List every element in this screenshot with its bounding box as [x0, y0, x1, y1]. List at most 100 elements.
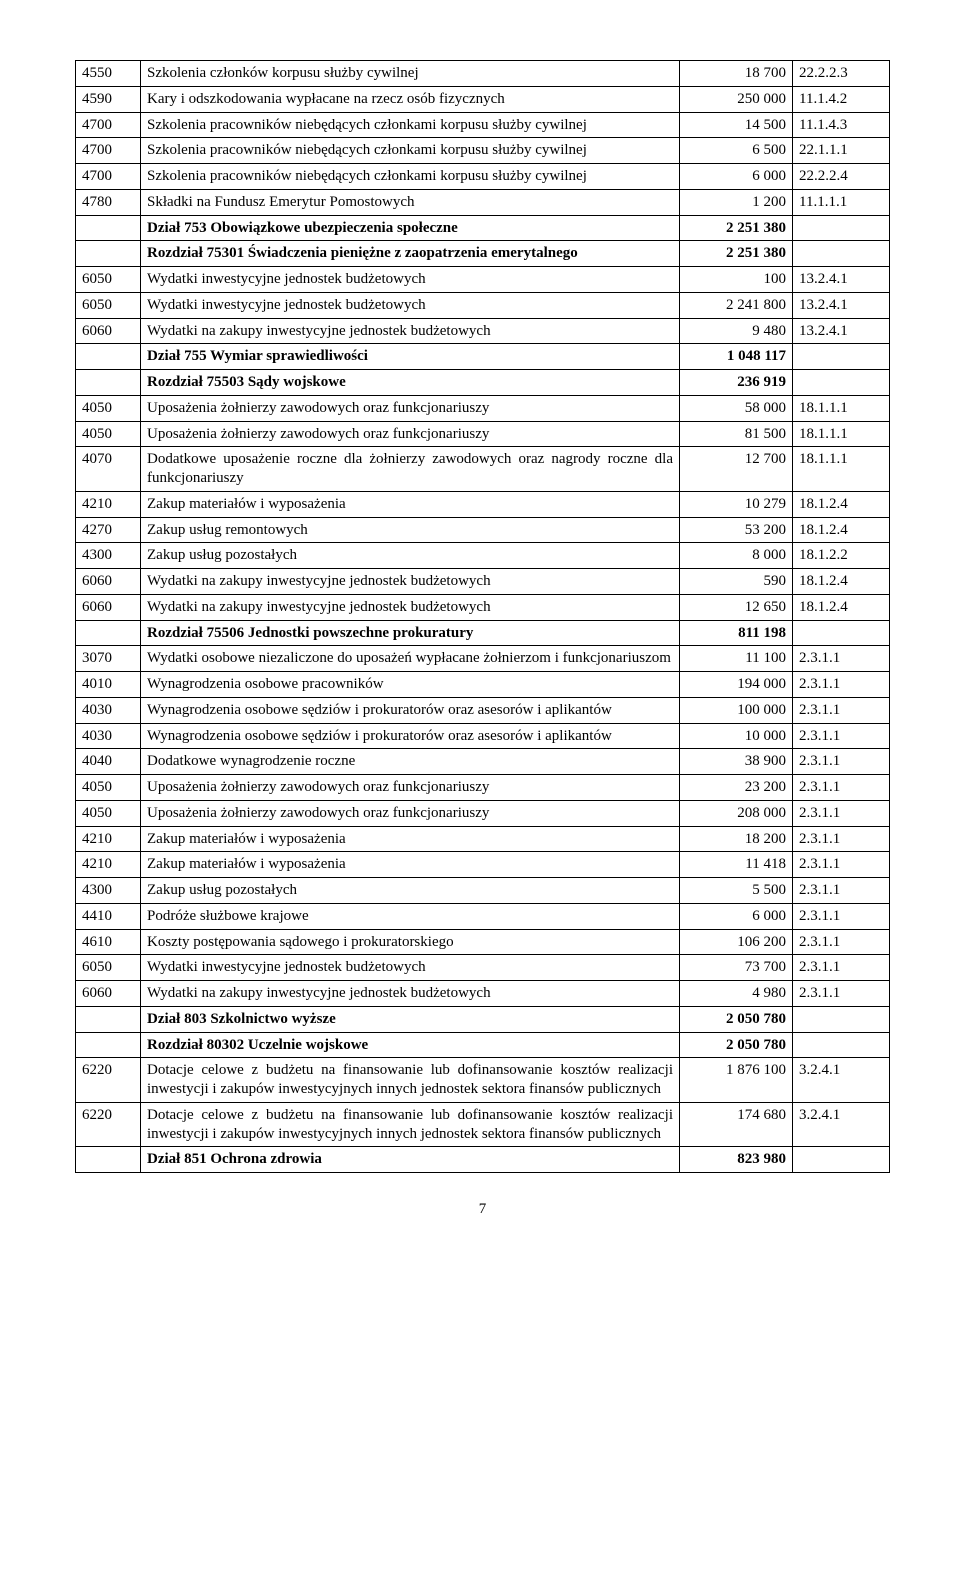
cell-value: 6 000 — [680, 903, 793, 929]
cell-code: 4010 — [76, 672, 141, 698]
cell-reference: 13.2.4.1 — [793, 292, 890, 318]
cell-code: 4030 — [76, 697, 141, 723]
cell-code: 6050 — [76, 292, 141, 318]
cell-description: Wydatki na zakupy inwestycyjne jednostek… — [141, 569, 680, 595]
cell-value: 14 500 — [680, 112, 793, 138]
table-row: 4270Zakup usług remontowych53 20018.1.2.… — [76, 517, 890, 543]
cell-reference — [793, 620, 890, 646]
cell-code: 4050 — [76, 421, 141, 447]
table-row: Rozdział 80302 Uczelnie wojskowe2 050 78… — [76, 1032, 890, 1058]
cell-value: 236 919 — [680, 370, 793, 396]
cell-code: 4050 — [76, 800, 141, 826]
cell-description: Szkolenia pracowników niebędących członk… — [141, 112, 680, 138]
table-row: 4590Kary i odszkodowania wypłacane na rz… — [76, 86, 890, 112]
cell-reference: 2.3.1.1 — [793, 929, 890, 955]
cell-reference: 2.3.1.1 — [793, 981, 890, 1007]
cell-reference: 2.3.1.1 — [793, 646, 890, 672]
cell-reference: 11.1.4.2 — [793, 86, 890, 112]
cell-value: 1 048 117 — [680, 344, 793, 370]
cell-code — [76, 344, 141, 370]
cell-code: 4550 — [76, 61, 141, 87]
cell-reference: 18.1.2.4 — [793, 491, 890, 517]
cell-code: 4210 — [76, 826, 141, 852]
table-row: 4040Dodatkowe wynagrodzenie roczne38 900… — [76, 749, 890, 775]
table-row: 4050Uposażenia żołnierzy zawodowych oraz… — [76, 421, 890, 447]
cell-reference — [793, 370, 890, 396]
cell-description: Wynagrodzenia osobowe sędziów i prokurat… — [141, 723, 680, 749]
table-row: 4610Koszty postępowania sądowego i proku… — [76, 929, 890, 955]
cell-description: Dział 753 Obowiązkowe ubezpieczenia społ… — [141, 215, 680, 241]
cell-value: 11 418 — [680, 852, 793, 878]
cell-value: 208 000 — [680, 800, 793, 826]
table-row: 6060Wydatki na zakupy inwestycyjne jedno… — [76, 981, 890, 1007]
cell-description: Rozdział 75301 Świadczenia pieniężne z z… — [141, 241, 680, 267]
table-row: 6050Wydatki inwestycyjne jednostek budże… — [76, 955, 890, 981]
table-row: 4010Wynagrodzenia osobowe pracowników194… — [76, 672, 890, 698]
cell-description: Zakup materiałów i wyposażenia — [141, 852, 680, 878]
cell-description: Zakup materiałów i wyposażenia — [141, 491, 680, 517]
cell-reference — [793, 1006, 890, 1032]
table-row: 4050Uposażenia żołnierzy zawodowych oraz… — [76, 800, 890, 826]
cell-code: 4050 — [76, 395, 141, 421]
table-row: Rozdział 75503 Sądy wojskowe236 919 — [76, 370, 890, 396]
cell-value: 106 200 — [680, 929, 793, 955]
cell-code: 4050 — [76, 775, 141, 801]
cell-value: 4 980 — [680, 981, 793, 1007]
cell-description: Dotacje celowe z budżetu na finansowanie… — [141, 1102, 680, 1147]
cell-description: Rozdział 75503 Sądy wojskowe — [141, 370, 680, 396]
table-row: 4300Zakup usług pozostałych8 00018.1.2.2 — [76, 543, 890, 569]
table-row: 6060Wydatki na zakupy inwestycyjne jedno… — [76, 318, 890, 344]
cell-code: 6060 — [76, 981, 141, 1007]
cell-code: 4270 — [76, 517, 141, 543]
cell-description: Rozdział 75506 Jednostki powszechne prok… — [141, 620, 680, 646]
cell-reference: 18.1.1.1 — [793, 421, 890, 447]
cell-description: Wydatki inwestycyjne jednostek budżetowy… — [141, 267, 680, 293]
cell-description: Uposażenia żołnierzy zawodowych oraz fun… — [141, 421, 680, 447]
cell-value: 2 050 780 — [680, 1006, 793, 1032]
table-row: 4300Zakup usług pozostałych5 5002.3.1.1 — [76, 878, 890, 904]
cell-code — [76, 1147, 141, 1173]
table-row: 6050Wydatki inwestycyjne jednostek budże… — [76, 292, 890, 318]
cell-reference: 2.3.1.1 — [793, 852, 890, 878]
cell-code: 4300 — [76, 878, 141, 904]
cell-code: 4700 — [76, 138, 141, 164]
cell-value: 58 000 — [680, 395, 793, 421]
table-row: 4070Dodatkowe uposażenie roczne dla żołn… — [76, 447, 890, 492]
cell-code — [76, 370, 141, 396]
cell-value: 8 000 — [680, 543, 793, 569]
page-number: 7 — [75, 1173, 890, 1218]
cell-reference: 2.3.1.1 — [793, 878, 890, 904]
cell-code: 6220 — [76, 1102, 141, 1147]
cell-reference — [793, 1147, 890, 1173]
cell-description: Szkolenia członków korpusu służby cywiln… — [141, 61, 680, 87]
table-row: 4210Zakup materiałów i wyposażenia11 418… — [76, 852, 890, 878]
cell-description: Uposażenia żołnierzy zawodowych oraz fun… — [141, 800, 680, 826]
cell-code: 4700 — [76, 112, 141, 138]
cell-value: 6 500 — [680, 138, 793, 164]
cell-value: 194 000 — [680, 672, 793, 698]
cell-code: 4610 — [76, 929, 141, 955]
cell-value: 18 700 — [680, 61, 793, 87]
cell-reference: 22.2.2.3 — [793, 61, 890, 87]
cell-description: Kary i odszkodowania wypłacane na rzecz … — [141, 86, 680, 112]
cell-reference: 18.1.2.2 — [793, 543, 890, 569]
cell-reference: 22.1.1.1 — [793, 138, 890, 164]
cell-value: 81 500 — [680, 421, 793, 447]
cell-reference: 2.3.1.1 — [793, 723, 890, 749]
cell-reference: 2.3.1.1 — [793, 672, 890, 698]
cell-description: Wynagrodzenia osobowe pracowników — [141, 672, 680, 698]
cell-code: 4070 — [76, 447, 141, 492]
table-row: 4210Zakup materiałów i wyposażenia18 200… — [76, 826, 890, 852]
cell-reference — [793, 215, 890, 241]
cell-value: 11 100 — [680, 646, 793, 672]
cell-reference: 18.1.1.1 — [793, 395, 890, 421]
cell-value: 12 650 — [680, 594, 793, 620]
cell-code: 3070 — [76, 646, 141, 672]
cell-value: 18 200 — [680, 826, 793, 852]
cell-description: Dotacje celowe z budżetu na finansowanie… — [141, 1058, 680, 1103]
cell-reference: 3.2.4.1 — [793, 1058, 890, 1103]
cell-code: 4040 — [76, 749, 141, 775]
cell-description: Szkolenia pracowników niebędących członk… — [141, 164, 680, 190]
table-row: 6060Wydatki na zakupy inwestycyjne jedno… — [76, 594, 890, 620]
cell-code: 4300 — [76, 543, 141, 569]
